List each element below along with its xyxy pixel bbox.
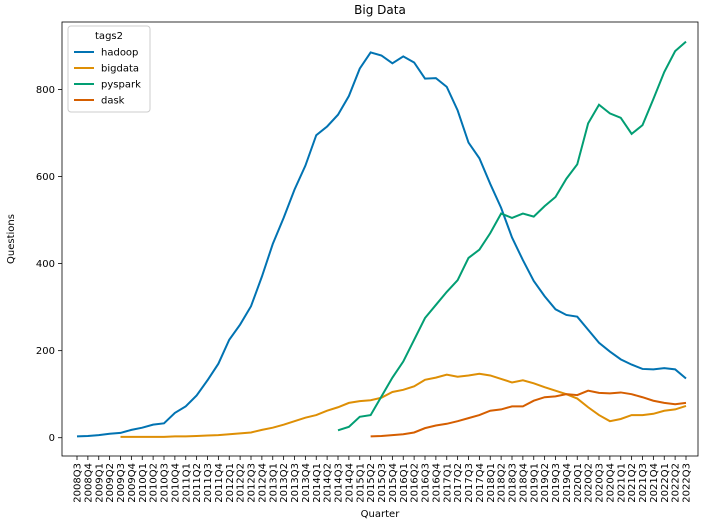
x-tick-label: 2013Q2 [279, 463, 290, 503]
x-tick-label: 2021Q4 [649, 463, 660, 503]
y-tick-label: 200 [36, 346, 55, 357]
y-tick-label: 0 [49, 433, 55, 444]
x-tick-label: 2018Q3 [508, 463, 519, 503]
x-tick-label: 2009Q1 [94, 463, 105, 503]
x-tick-label: 2021Q1 [616, 463, 627, 503]
x-tick-label: 2012Q2 [236, 463, 247, 503]
y-tick-label: 400 [36, 259, 55, 270]
legend-box [67, 25, 151, 113]
x-axis-label: Quarter [361, 509, 401, 520]
legend-label: hadoop [101, 48, 138, 59]
series-line [337, 40, 687, 432]
x-tick-label: 2017Q4 [475, 463, 486, 503]
x-tick-label: 2020Q2 [584, 463, 595, 503]
y-tick-label: 800 [36, 85, 55, 96]
x-tick-label: 2016Q1 [399, 463, 410, 503]
x-tick-label: 2008Q4 [83, 463, 94, 503]
x-tick-label: 2015Q2 [366, 463, 377, 503]
x-tick-label: 2010Q2 [149, 463, 160, 503]
x-tick-label: 2020Q4 [605, 463, 616, 503]
x-tick-label: 2014Q1 [312, 463, 323, 503]
x-tick-label: 2018Q2 [497, 463, 508, 503]
x-tick-label: 2013Q1 [268, 463, 279, 503]
y-axis-label: Questions [6, 214, 17, 264]
x-tick-label: 2016Q2 [410, 463, 421, 503]
x-tick-label: 2010Q3 [160, 463, 171, 503]
x-tick-label: 2019Q3 [551, 463, 562, 503]
x-tick-label: 2012Q4 [257, 463, 268, 503]
x-tick-label: 2011Q2 [192, 463, 203, 503]
chart-title: Big Data [354, 3, 406, 17]
x-tick-label: 2009Q3 [116, 463, 127, 503]
legend-label: pyspark [101, 80, 141, 91]
x-tick-label: 2021Q3 [638, 463, 649, 503]
legend-label: bigdata [101, 64, 139, 75]
x-tick-label: 2018Q4 [518, 463, 529, 503]
plot-frame [61, 21, 699, 457]
x-tick-label: 2020Q3 [595, 463, 606, 503]
x-tick-label: 2019Q4 [562, 463, 573, 503]
x-tick-label: 2015Q4 [388, 463, 399, 503]
x-tick-label: 2018Q1 [486, 463, 497, 503]
x-tick-label: 2019Q2 [540, 463, 551, 503]
x-tick-label: 2015Q3 [377, 463, 388, 503]
x-tick-label: 2014Q3 [334, 463, 345, 503]
x-tick-label: 2016Q4 [431, 463, 442, 503]
x-tick-label: 2012Q3 [247, 463, 258, 503]
x-tick-label: 2022Q3 [682, 463, 693, 503]
x-tick-label: 2011Q4 [214, 463, 225, 503]
x-tick-label: 2013Q3 [290, 463, 301, 503]
x-tick-label: 2015Q1 [355, 463, 366, 503]
x-tick-label: 2013Q4 [301, 463, 312, 503]
x-tick-label: 2009Q2 [105, 463, 116, 503]
x-tick-label: 2014Q4 [344, 463, 355, 503]
x-tick-label: 2012Q1 [225, 463, 236, 503]
x-tick-label: 2020Q1 [573, 463, 584, 503]
x-tick-label: 2010Q4 [170, 463, 181, 503]
x-tick-label: 2008Q3 [73, 463, 84, 503]
legend-label: dask [101, 96, 125, 107]
series-line [120, 372, 687, 438]
x-tick-label: 2017Q3 [464, 463, 475, 503]
legend-title: tags2 [95, 31, 123, 42]
x-tick-label: 2019Q1 [529, 463, 540, 503]
x-tick-label: 2021Q2 [627, 463, 638, 503]
x-tick-label: 2014Q2 [323, 463, 334, 503]
series-line [76, 51, 687, 438]
x-tick-label: 2010Q1 [138, 463, 149, 503]
x-tick-label: 2017Q1 [442, 463, 453, 503]
series-line [370, 389, 687, 438]
y-tick-label: 600 [36, 172, 55, 183]
x-tick-label: 2016Q3 [421, 463, 432, 503]
x-tick-label: 2011Q3 [203, 463, 214, 503]
x-tick-label: 2009Q4 [127, 463, 138, 503]
x-tick-label: 2022Q2 [671, 463, 682, 503]
x-tick-label: 2022Q1 [660, 463, 671, 503]
x-tick-label: 2011Q1 [181, 463, 192, 503]
x-tick-label: 2017Q2 [453, 463, 464, 503]
